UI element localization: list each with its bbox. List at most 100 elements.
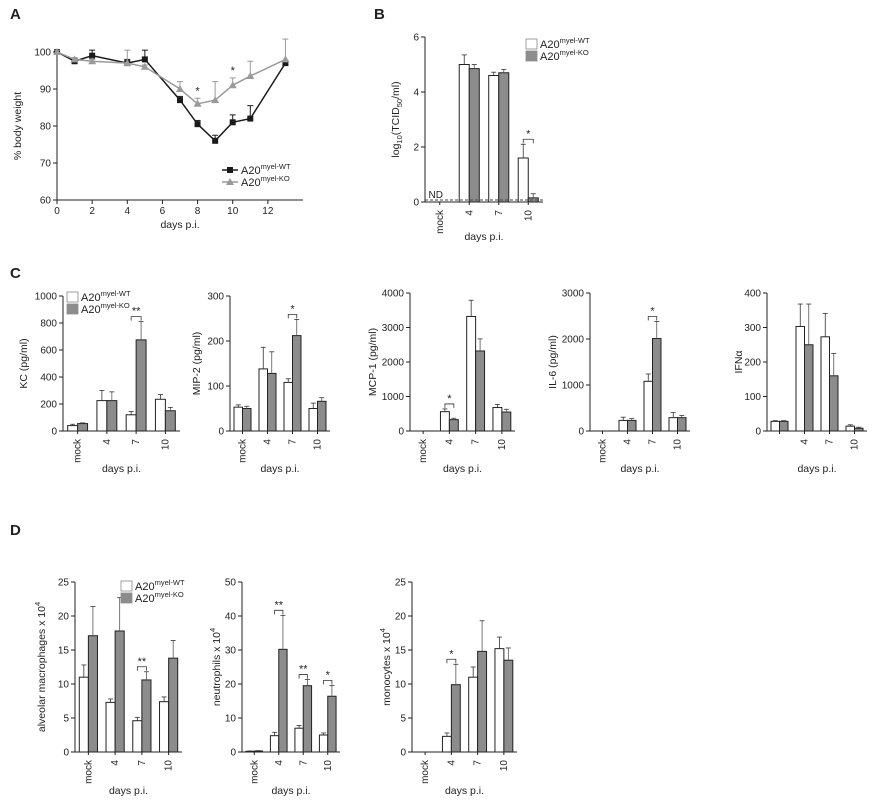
significance-bracket	[287, 314, 298, 319]
x-axis-title: days p.i.	[443, 463, 482, 475]
x-tick-label: mock	[83, 759, 94, 784]
significance-marker: *	[231, 65, 236, 77]
bar	[468, 68, 480, 203]
legend-label-superscript: myel-WT	[560, 36, 590, 45]
significance-bracket	[130, 316, 142, 321]
data-point	[141, 56, 148, 63]
bar	[503, 659, 514, 753]
bar	[318, 734, 329, 753]
bar	[67, 425, 79, 432]
x-tick-label: 10	[673, 439, 684, 451]
data-point	[282, 60, 289, 67]
x-tick-label: 4	[274, 760, 285, 766]
x-tick-label: mock	[418, 438, 429, 463]
bar	[135, 339, 147, 432]
bar	[845, 425, 855, 432]
bar	[468, 676, 479, 753]
legend-label: A20myel-KO	[81, 301, 130, 316]
data-point	[88, 57, 97, 65]
bar	[245, 750, 255, 753]
legend-label-superscript: myel-WT	[261, 162, 291, 171]
y-tick-label: 5	[63, 714, 69, 725]
y-tick-label: 6	[413, 33, 419, 44]
legend-swatch	[525, 50, 538, 62]
legend-label: A20myel-KO	[540, 48, 589, 63]
y-tick-label: 3000	[562, 289, 585, 300]
bar	[517, 157, 529, 203]
legend-swatch	[525, 38, 538, 50]
bar	[618, 419, 628, 432]
y-tick-label: 200	[744, 358, 761, 369]
bar	[154, 398, 166, 432]
legend-label-superscript: myel-WT	[101, 289, 131, 298]
y-tick-label: 1000	[35, 292, 58, 303]
legend-swatch	[120, 580, 133, 592]
y-tick-label: 80	[40, 122, 52, 133]
not-detected-label: ND	[429, 190, 443, 201]
data-point	[194, 121, 201, 128]
x-tick-label: 4	[623, 439, 634, 445]
bar	[168, 657, 179, 753]
x-tick-label: 10	[160, 439, 171, 451]
x-tick-label: 7	[131, 439, 142, 445]
y-tick-label: 20	[395, 612, 407, 623]
bar	[668, 417, 678, 432]
y-tick-label: 0	[63, 748, 69, 759]
data-point	[140, 62, 149, 70]
y-tick-label: 4	[413, 88, 419, 99]
x-tick-label: 7	[648, 439, 659, 445]
y-tick-label: 1000	[562, 381, 585, 392]
y-tick-label: 200	[207, 337, 224, 348]
x-tick-label: 4	[110, 760, 121, 766]
bar	[132, 720, 143, 753]
y-tick-label: 200	[40, 400, 57, 411]
significance-marker: *	[195, 85, 200, 97]
data-point	[123, 59, 132, 67]
x-tick-label: 10	[497, 439, 508, 451]
y-tick-label: 10	[58, 680, 70, 691]
bar	[677, 417, 687, 432]
y-axis-title: log10(TCID50/ml)	[390, 81, 404, 157]
x-axis-title: days p.i.	[109, 785, 148, 797]
significance-marker: *	[447, 393, 452, 405]
y-tick-label: 50	[225, 578, 237, 589]
bar	[448, 419, 459, 432]
x-tick-label: mock	[435, 209, 446, 234]
x-tick-label: 7	[298, 760, 309, 766]
panel-label-a: A	[10, 6, 21, 23]
bar	[114, 630, 125, 753]
x-tick-label: 7	[471, 439, 482, 445]
y-tick-label: 400	[744, 289, 761, 300]
y-tick-label: 25	[58, 578, 70, 589]
y-axis-title-exponent: 4	[208, 628, 217, 632]
y-tick-label: 0	[218, 427, 224, 438]
x-tick-label: mock	[249, 759, 260, 784]
data-point	[281, 55, 290, 63]
x-axis-title: days p.i.	[260, 463, 299, 475]
significance-bracket	[298, 674, 308, 679]
legend-swatch	[66, 303, 79, 315]
bar	[458, 64, 470, 203]
y-tick-label: 25	[395, 578, 407, 589]
bar	[795, 325, 805, 432]
x-axis-title: days p.i.	[271, 785, 310, 797]
series-line	[56, 51, 287, 142]
legend-swatch	[120, 592, 133, 604]
bar	[141, 679, 152, 753]
y-tick-label: 0	[413, 198, 419, 209]
data-point	[89, 52, 96, 59]
bar	[466, 315, 477, 432]
x-tick-label: mock	[420, 759, 431, 784]
x-tick-label: 10	[227, 206, 239, 217]
significance-marker: *	[650, 306, 655, 318]
data-point	[193, 99, 202, 107]
x-tick-label: 10	[499, 760, 510, 772]
x-tick-label: 10	[313, 439, 324, 451]
bar	[267, 372, 277, 432]
bar	[492, 407, 503, 432]
y-axis-title: MIP-2 (pg/ml)	[191, 332, 203, 396]
x-tick-label: 4	[446, 760, 457, 766]
significance-bracket	[323, 679, 333, 685]
legend-label-superscript: myel-KO	[155, 590, 184, 599]
y-tick-label: 600	[40, 346, 57, 357]
